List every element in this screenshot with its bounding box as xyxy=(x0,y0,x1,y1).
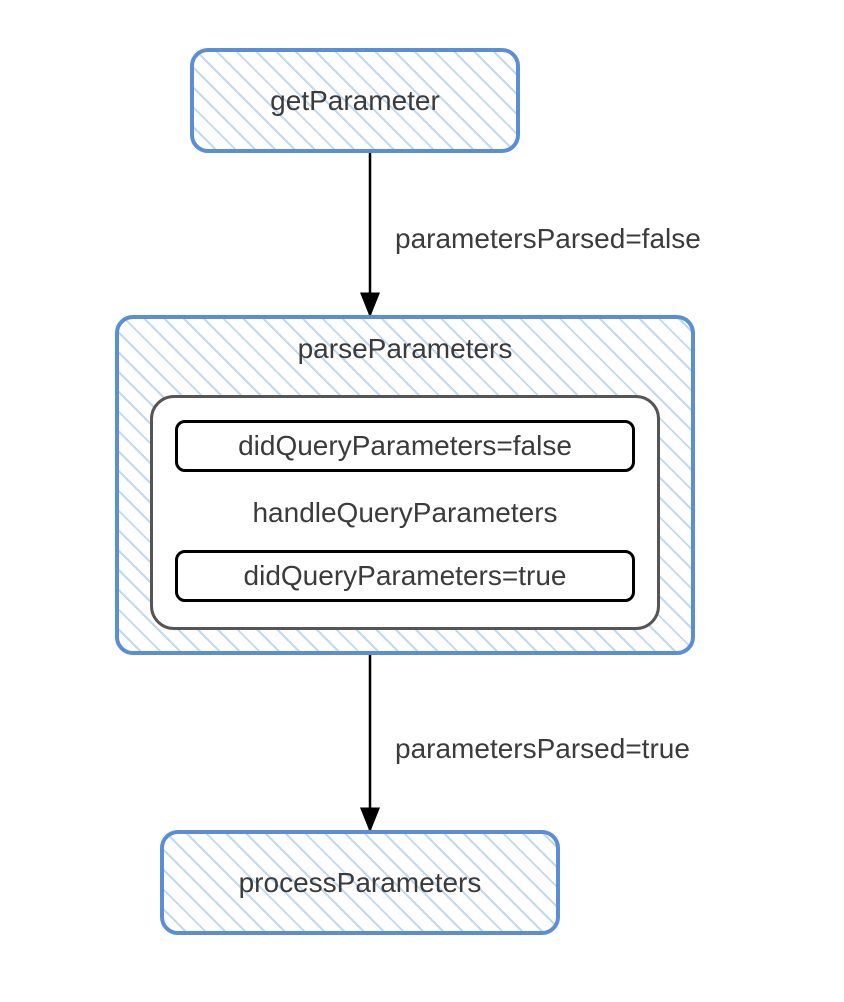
edge-label-parameters-parsed-true: parametersParsed=true xyxy=(395,733,690,765)
node-did-query-parameters-false: didQueryParameters=false xyxy=(175,420,635,472)
node-label: handleQueryParameters xyxy=(252,497,557,529)
node-did-query-parameters-true: didQueryParameters=true xyxy=(175,550,635,602)
diagram-canvas: getParameter parametersParsed=false pars… xyxy=(0,0,844,1002)
edge-label-parameters-parsed-false: parametersParsed=false xyxy=(395,223,701,255)
node-get-parameter: getParameter xyxy=(190,48,520,153)
node-label: didQueryParameters=true xyxy=(244,560,567,592)
node-label: getParameter xyxy=(270,85,440,117)
node-process-parameters: processParameters xyxy=(160,830,560,935)
node-label: processParameters xyxy=(239,867,482,899)
node-label: didQueryParameters=false xyxy=(238,430,572,462)
node-label: parseParameters xyxy=(298,333,513,365)
